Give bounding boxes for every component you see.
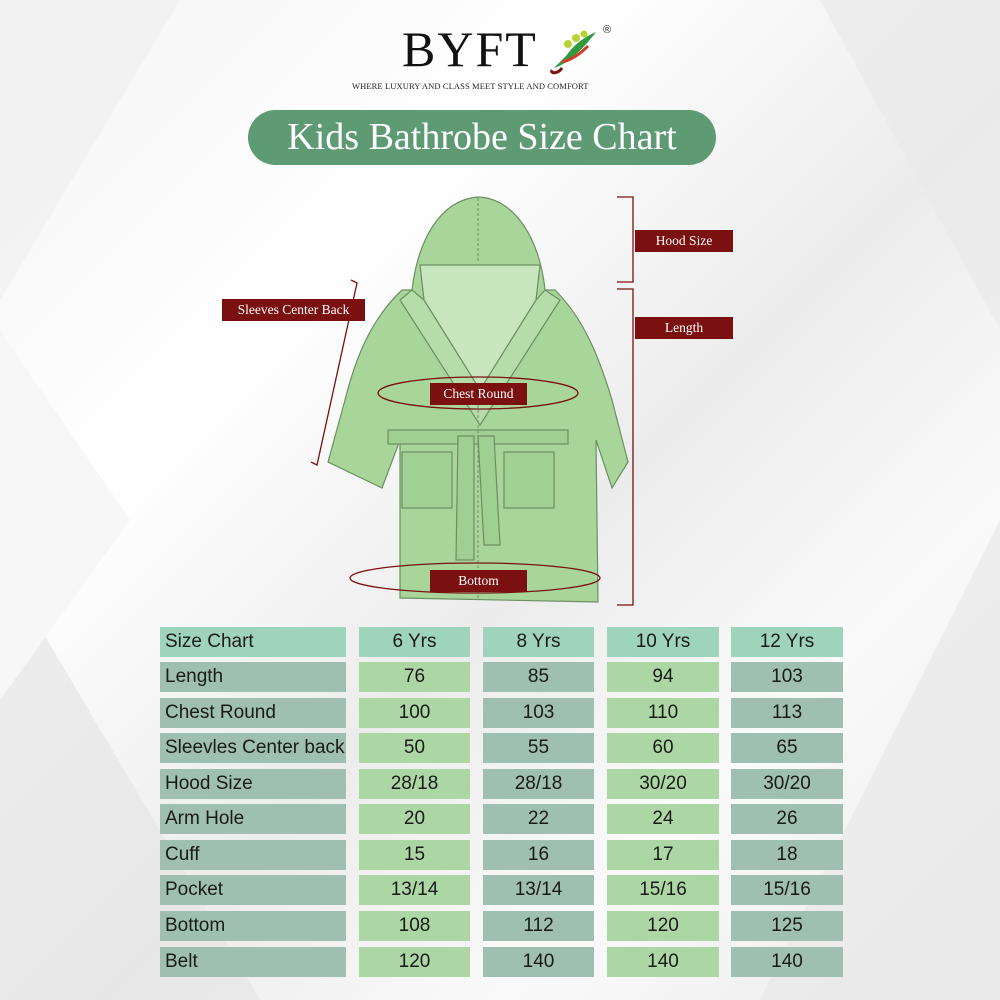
table-cell: 24 [607, 804, 719, 834]
table-cell: 20 [359, 804, 470, 834]
page-title: Kids Bathrobe Size Chart [248, 110, 716, 165]
row-label: Cuff [160, 840, 346, 870]
table-cell: 22 [483, 804, 594, 834]
table-cell: 16 [483, 840, 594, 870]
row-label: Arm Hole [160, 804, 346, 834]
table-cell: 28/18 [483, 769, 594, 799]
table-cell: 60 [607, 733, 719, 763]
table-cell: 110 [607, 698, 719, 728]
label-chest-round: Chest Round [430, 383, 527, 405]
table-cell: 120 [607, 911, 719, 941]
table-cell: 94 [607, 662, 719, 692]
label-bottom: Bottom [430, 570, 527, 592]
leaf-logo-icon [550, 30, 596, 75]
table-cell: 26 [731, 804, 843, 834]
row-label: Bottom [160, 911, 346, 941]
brand-logo-text: BYFT [402, 21, 538, 77]
table-cell: 50 [359, 733, 470, 763]
table-header-size: 6 Yrs [359, 627, 470, 657]
table-cell: 65 [731, 733, 843, 763]
table-cell: 140 [607, 947, 719, 977]
table-header-size: 8 Yrs [483, 627, 594, 657]
table-cell: 15/16 [607, 875, 719, 905]
row-label: Pocket [160, 875, 346, 905]
table-cell: 18 [731, 840, 843, 870]
row-label: Chest Round [160, 698, 346, 728]
table-cell: 13/14 [483, 875, 594, 905]
table-header-label: Size Chart [160, 627, 346, 657]
label-length: Length [635, 317, 733, 339]
table-cell: 17 [607, 840, 719, 870]
table-cell: 103 [731, 662, 843, 692]
row-label: Hood Size [160, 769, 346, 799]
table-cell: 140 [483, 947, 594, 977]
table-cell: 15/16 [731, 875, 843, 905]
table-header-size: 12 Yrs [731, 627, 843, 657]
table-cell: 120 [359, 947, 470, 977]
table-cell: 28/18 [359, 769, 470, 799]
table-cell: 112 [483, 911, 594, 941]
label-sleeves-center-back: Sleeves Center Back [222, 299, 365, 321]
table-cell: 103 [483, 698, 594, 728]
table-cell: 15 [359, 840, 470, 870]
row-label: Length [160, 662, 346, 692]
table-cell: 30/20 [607, 769, 719, 799]
table-cell: 108 [359, 911, 470, 941]
bathrobe-diagram [310, 196, 634, 606]
brand-tagline: WHERE LUXURY AND CLASS MEET STYLE AND CO… [352, 81, 589, 91]
row-label: Sleevles Center back [160, 733, 346, 763]
table-cell: 13/14 [359, 875, 470, 905]
table-cell: 140 [731, 947, 843, 977]
table-cell: 85 [483, 662, 594, 692]
table-cell: 100 [359, 698, 470, 728]
table-cell: 30/20 [731, 769, 843, 799]
table-cell: 76 [359, 662, 470, 692]
label-hood-size: Hood Size [635, 230, 733, 252]
table-cell: 125 [731, 911, 843, 941]
table-cell: 113 [731, 698, 843, 728]
table-header-size: 10 Yrs [607, 627, 719, 657]
table-cell: 55 [483, 733, 594, 763]
row-label: Belt [160, 947, 346, 977]
registered-mark: ® [603, 24, 612, 36]
